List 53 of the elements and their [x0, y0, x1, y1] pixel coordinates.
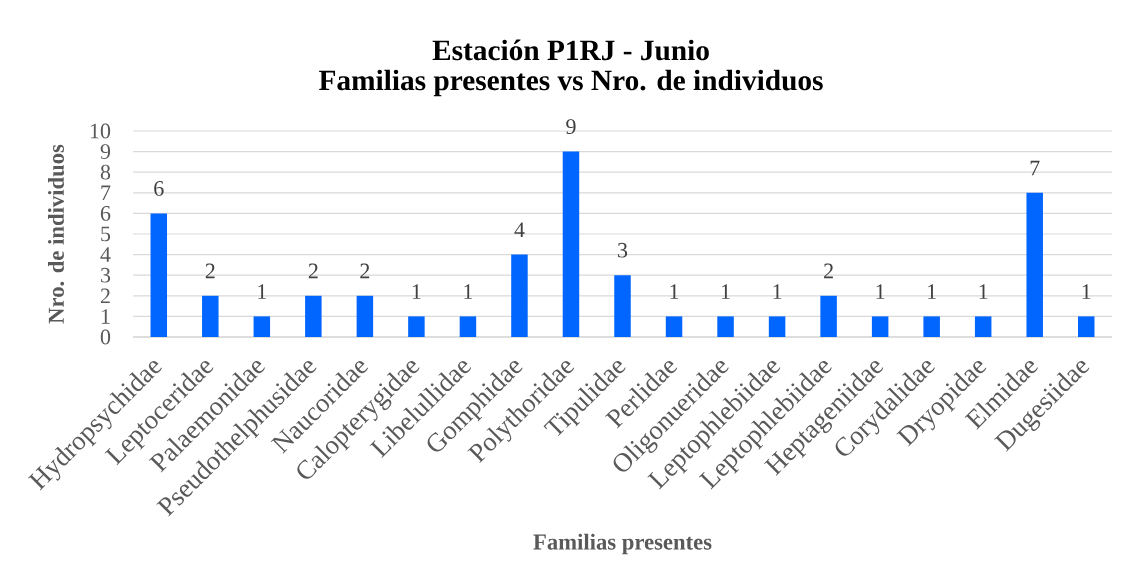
data-label: 1 [670, 284, 679, 299]
y-tick-label: 8 [100, 164, 111, 180]
bar [974, 316, 992, 337]
y-tick-label: 1 [101, 309, 110, 324]
data-label: 2 [824, 263, 833, 279]
y-tick-label: 0 [100, 329, 111, 345]
data-label: 2 [308, 263, 318, 279]
bar [253, 316, 271, 337]
bar [820, 295, 837, 337]
data-label: 1 [412, 284, 421, 299]
data-label: 3 [618, 242, 628, 258]
y-tick-label: 10 [90, 123, 111, 139]
y-tick-label: 7 [101, 185, 111, 200]
bar [511, 254, 528, 337]
data-label: 2 [360, 263, 370, 279]
y-tick-label: 2 [100, 288, 110, 304]
chart-title: Estación P1RJ - Junio [432, 39, 709, 61]
data-label: 1 [979, 284, 988, 299]
y-tick-label: 3 [101, 267, 111, 283]
bar [202, 295, 219, 337]
y-tick-label: 5 [101, 226, 111, 242]
bar [150, 213, 168, 337]
bar [665, 316, 683, 337]
bar [356, 295, 374, 337]
bar [562, 151, 580, 337]
bar [408, 316, 425, 337]
data-label: 1 [1082, 284, 1091, 299]
bar [717, 316, 734, 337]
bar [871, 316, 889, 337]
bar [768, 316, 786, 337]
bar [459, 316, 477, 337]
data-label: 7 [1030, 160, 1040, 176]
data-label: 9 [566, 119, 576, 134]
data-label: 6 [154, 181, 164, 196]
y-tick-label: 6 [100, 205, 111, 221]
data-label: 2 [205, 263, 215, 279]
x-axis-title: Familias presentes [533, 533, 712, 555]
bar [1026, 192, 1043, 337]
data-label: 1 [773, 284, 782, 299]
data-label: 1 [258, 284, 267, 299]
chart-subtitle: Familias presentes vs Nro. de individuos [319, 69, 823, 97]
bar [305, 295, 322, 337]
bar [1077, 316, 1095, 337]
y-axis-title: Nro. de individuos [47, 144, 65, 324]
bar [923, 316, 940, 337]
y-tick-label: 4 [100, 247, 111, 262]
data-label: 4 [514, 222, 525, 237]
data-label: 1 [464, 284, 473, 299]
data-label: 1 [876, 284, 885, 299]
data-label: 1 [928, 284, 936, 299]
bar [614, 275, 631, 337]
y-tick-label: 9 [100, 144, 111, 159]
data-label: 1 [721, 284, 730, 299]
